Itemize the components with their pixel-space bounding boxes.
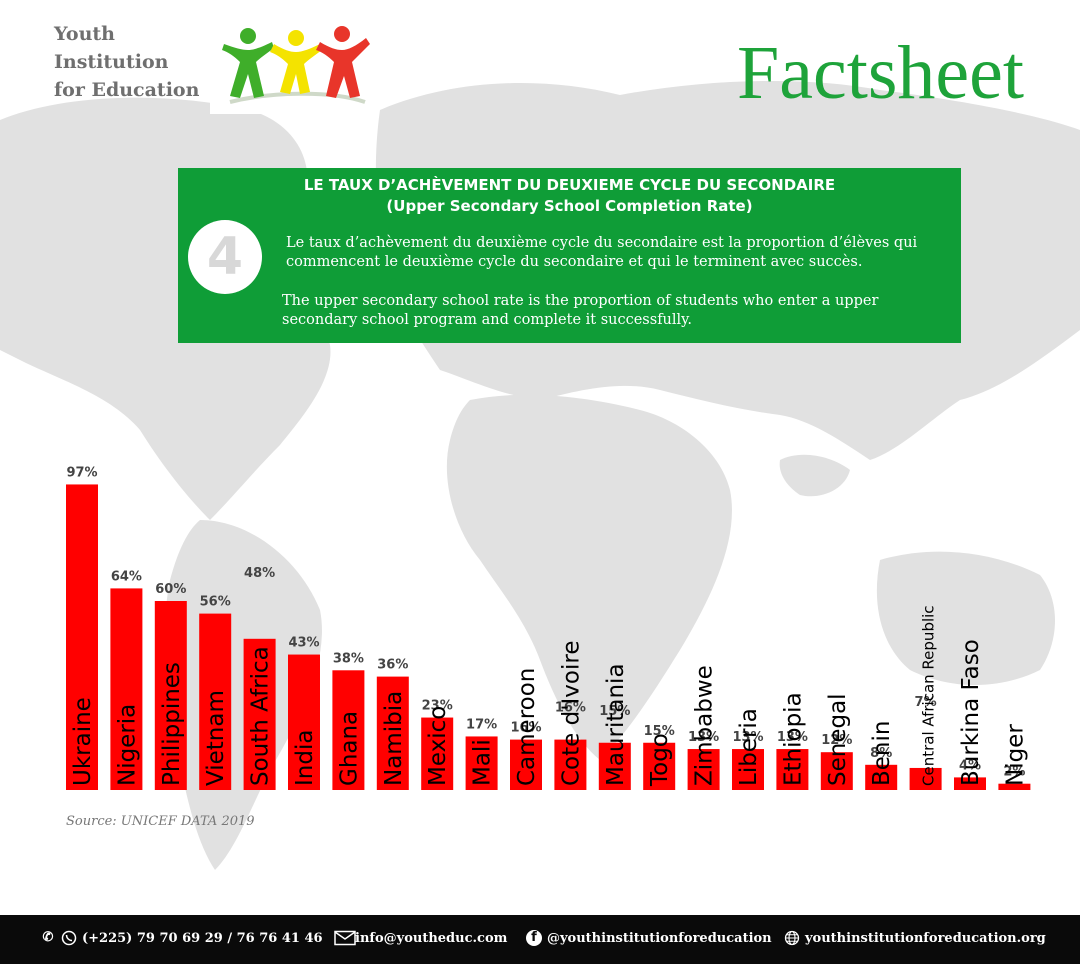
value-label: 8%: [870, 746, 892, 761]
value-label: 4%: [959, 758, 981, 773]
value-label: 64%: [111, 569, 142, 584]
value-label: 15%: [644, 724, 675, 739]
globe-icon: [784, 930, 800, 946]
value-label: 43%: [288, 636, 319, 651]
category-label: Mauritania: [603, 663, 629, 786]
bar-benin: [865, 764, 898, 790]
value-label: 15%: [599, 704, 630, 719]
category-label: Vietnam: [203, 690, 229, 786]
value-label: 13%: [777, 730, 808, 745]
value-label: 23%: [422, 699, 453, 714]
bar-liberia: [732, 749, 764, 790]
category-label: Philippines: [159, 662, 185, 786]
bar-zimbabwe: [687, 749, 720, 790]
facebook-icon: f: [526, 930, 542, 946]
category-label: Cameroon: [514, 668, 540, 786]
value-label: 16%: [555, 701, 586, 716]
info-heading-en: (Upper Secondary School Completion Rate): [386, 197, 753, 215]
footer-phone[interactable]: ✆ (+225) 79 70 69 29 / 76 76 41 46: [40, 930, 323, 946]
value-label: 2%: [1003, 765, 1025, 780]
category-label: Burkina Faso: [958, 639, 984, 786]
bar-mauritania: [598, 742, 631, 790]
category-label: Namibia: [381, 691, 407, 786]
bar-senegal: [820, 752, 853, 790]
value-label: 36%: [377, 658, 408, 673]
bar-mali: [465, 736, 498, 790]
footer-email-text: info@youtheduc.com: [355, 930, 508, 946]
bar-togo: [643, 742, 676, 790]
email-icon: [334, 930, 356, 946]
category-label: Senegal: [825, 693, 851, 786]
footer-phone-text: (+225) 79 70 69 29 / 76 76 41 46: [82, 930, 323, 946]
value-label: 48%: [244, 566, 275, 581]
bar-namibia: [376, 676, 409, 790]
bar-philippines: [154, 601, 187, 790]
value-label: 12%: [821, 733, 852, 748]
info-box: LE TAUX D’ACHÈVEMENT DU DEUXIEME CYCLE D…: [178, 168, 961, 343]
category-label: Mexico: [425, 706, 451, 786]
bar-cote-d-ivoire: [554, 739, 587, 790]
org-name: Youth Institution for Education: [54, 20, 224, 104]
bar-niger: [998, 783, 1031, 790]
bar-burkina-faso: [954, 777, 986, 790]
value-label: 16%: [510, 721, 541, 736]
category-label: Niger: [1002, 724, 1028, 786]
footer-facebook-text: @youthinstitutionforeducation: [547, 930, 772, 946]
category-label: India: [292, 730, 318, 786]
info-text-fr: Le taux d’achèvement du deuxième cycle d…: [286, 235, 918, 270]
org-name-line-1: Youth: [54, 23, 115, 45]
completion-rate-bar-chart: 97% Ukraine 64% Nigeria 60% Philippines 56% Vie…: [66, 465, 1031, 790]
footer-website-text: youthinstitutionforeducation.org: [805, 930, 1046, 946]
category-label: Liberia: [736, 708, 762, 786]
value-label: 13%: [688, 730, 719, 745]
value-label: 13%: [732, 730, 763, 745]
category-label: Ethiopia: [780, 692, 806, 786]
value-label: 7%: [915, 695, 937, 710]
value-label: 17%: [466, 717, 497, 732]
bar-ghana: [332, 670, 365, 790]
category-label: Benin: [869, 721, 895, 786]
category-label: Ghana: [336, 711, 362, 786]
category-label: Cote d'Ivoire: [558, 641, 584, 787]
info-text-en: The upper secondary school rate is the p…: [282, 293, 879, 328]
value-label: 60%: [155, 582, 186, 597]
org-name-line-3: for Education: [54, 79, 200, 101]
bar-vietnam: [199, 613, 232, 790]
bar-india: [288, 654, 320, 790]
value-label: 56%: [200, 595, 231, 610]
category-label: Nigeria: [114, 704, 140, 786]
bar-central-african-republic: [909, 767, 942, 790]
value-label: 97%: [66, 465, 97, 480]
footer-website[interactable]: youthinstitutionforeducation.org: [784, 930, 1046, 946]
bar-mexico: [421, 717, 454, 790]
category-label: Ukraine: [70, 697, 96, 786]
category-label: Central African Republic: [920, 605, 938, 786]
info-heading-fr: LE TAUX D’ACHÈVEMENT DU DEUXIEME CYCLE D…: [303, 176, 836, 194]
category-label: Zimbabwe: [692, 665, 718, 786]
org-logo: [210, 22, 375, 114]
category-label: Togo: [647, 733, 673, 787]
category-label: Mali: [470, 739, 496, 786]
phone-icon: ✆: [42, 930, 54, 945]
footer-facebook[interactable]: f @youthinstitutionforeducation: [526, 930, 772, 946]
bar-ukraine: [66, 484, 98, 790]
value-label: 38%: [333, 651, 364, 666]
category-label: South Africa: [248, 646, 274, 786]
footer-bar: ✆ (+225) 79 70 69 29 / 76 76 41 46 info@…: [0, 915, 1080, 964]
source-note: Source: UNICEF DATA 2019: [66, 814, 255, 829]
bar-ethiopia: [776, 749, 809, 790]
whatsapp-icon: [61, 930, 77, 946]
page-title: Factsheet: [736, 31, 1024, 115]
footer-email[interactable]: info@youtheduc.com: [334, 930, 507, 946]
bar-cameroon: [510, 739, 542, 790]
indicator-number-badge: 4: [188, 220, 262, 294]
bar-nigeria: [110, 588, 143, 790]
bar-south-africa: [243, 638, 276, 790]
org-name-line-2: Institution: [54, 51, 169, 73]
